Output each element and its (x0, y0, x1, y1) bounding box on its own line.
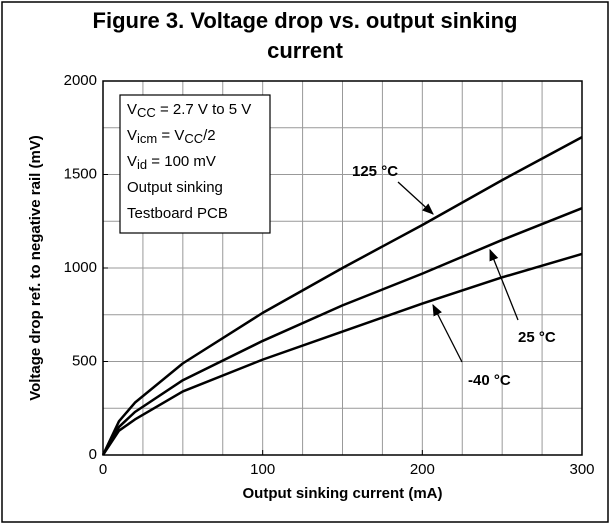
note-segment: = V (157, 127, 184, 144)
series-label: 25 °C (518, 329, 556, 346)
y-tick-label: 500 (72, 352, 97, 369)
note-segment: V (127, 153, 137, 170)
label-arrow (397, 181, 434, 215)
series-line (101, 252, 583, 456)
note-segment: Testboard PCB (127, 205, 228, 222)
y-tick-label: 0 (89, 446, 97, 463)
note-line: VCC = 2.7 V to 5 V (127, 101, 251, 120)
note-line: Vicm = VCC/2 (127, 127, 216, 146)
note-segment: Output sinking (127, 179, 223, 196)
y-tick-label: 1500 (64, 165, 97, 182)
series-line (101, 206, 583, 456)
note-line: Testboard PCB (127, 205, 228, 222)
x-tick-label: 0 (99, 461, 107, 478)
note-line: Output sinking (127, 179, 223, 196)
x-tick-label: 100 (250, 461, 275, 478)
series-label: 125 °C (352, 163, 398, 180)
series-line (101, 135, 583, 456)
chart-title: current (267, 38, 343, 63)
note-segment: /2 (203, 127, 216, 144)
y-tick-label: 2000 (64, 72, 97, 89)
x-tick-label: 200 (410, 461, 435, 478)
note-line: Vid = 100 mV (127, 153, 216, 172)
y-tick-label: 1000 (64, 259, 97, 276)
note-segment: V (127, 101, 137, 118)
note-segment: id (137, 157, 147, 172)
label-arrow (489, 248, 519, 321)
y-axis-label: Voltage drop ref. to negative rail (mV) (27, 135, 44, 401)
note-segment: CC (137, 105, 156, 120)
x-tick-label: 300 (569, 461, 594, 478)
note-segment: CC (184, 131, 203, 146)
x-axis-label: Output sinking current (mA) (243, 485, 443, 502)
chart-title: Figure 3. Voltage drop vs. output sinkin… (93, 8, 518, 33)
label-arrow (432, 303, 463, 363)
note-segment: = 2.7 V to 5 V (156, 101, 251, 118)
note-segment: V (127, 127, 137, 144)
note-segment: = 100 mV (147, 153, 216, 170)
note-segment: icm (137, 131, 157, 146)
series-label: -40 °C (468, 372, 511, 389)
note-box (119, 94, 271, 234)
